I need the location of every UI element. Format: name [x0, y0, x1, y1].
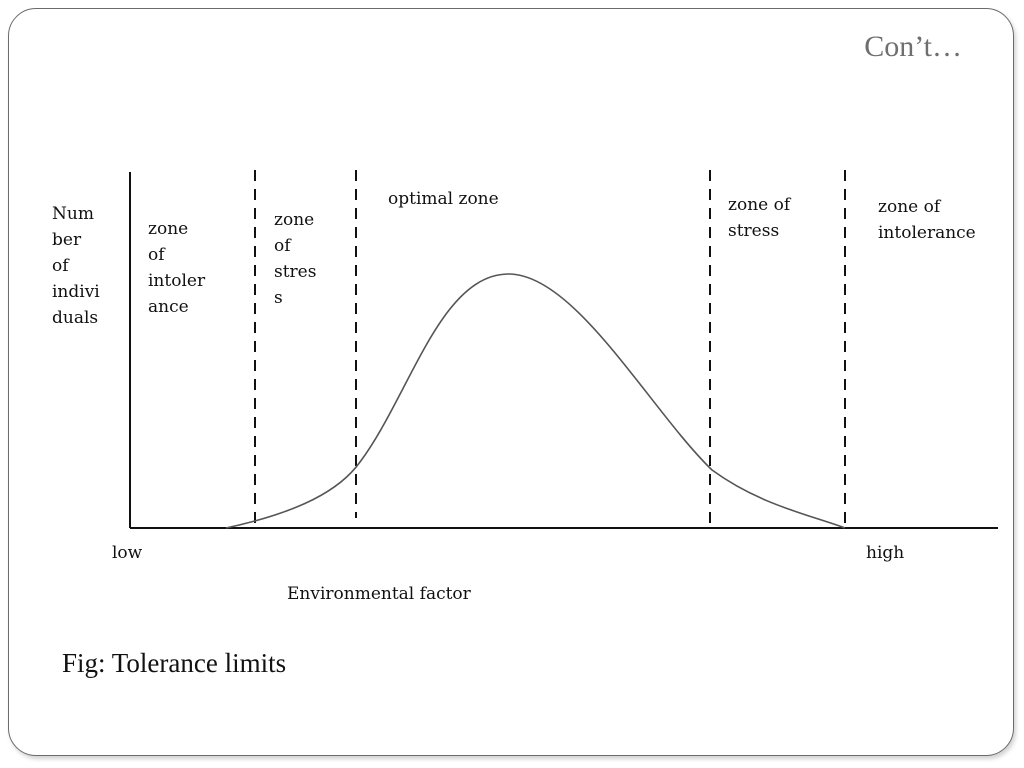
- y-axis-label: Num ber of indivi duals: [52, 204, 105, 328]
- x-axis-label: Environmental factor: [287, 584, 472, 604]
- tolerance-curve: [225, 273, 846, 529]
- x-high-label: high: [866, 543, 904, 563]
- figure-caption: Fig: Tolerance limits: [62, 648, 287, 678]
- zone-label-intolerance-high: zone of intolerance: [878, 197, 976, 243]
- zone-label-intolerance-low: zone of intoler ance: [148, 219, 210, 317]
- x-low-label: low: [112, 543, 143, 563]
- zone-label-optimal: optimal zone: [388, 189, 499, 209]
- slide-frame: [8, 8, 1014, 756]
- slide-title: Con’t…: [864, 30, 962, 63]
- zone-label-stress-low: zone of stres s: [274, 210, 322, 308]
- zone-label-stress-high: zone of stress: [728, 195, 796, 241]
